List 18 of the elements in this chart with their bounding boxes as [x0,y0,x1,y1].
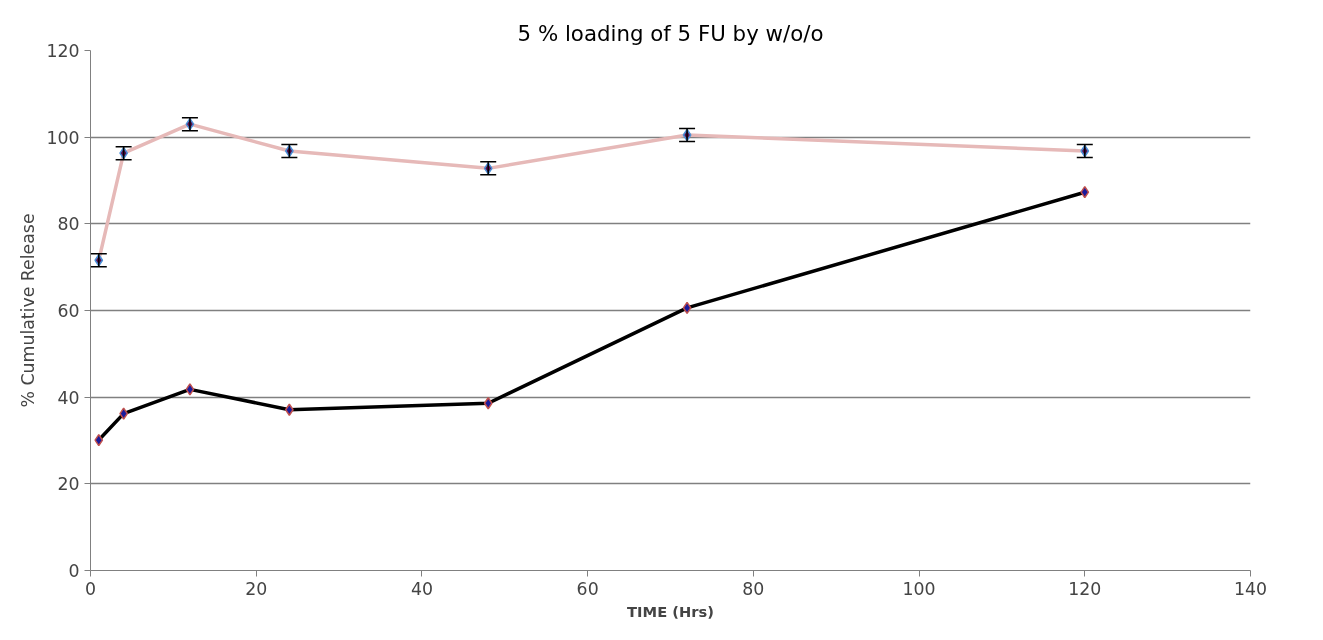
x-tick-label: 60 [576,578,599,599]
x-tick-label: 40 [410,578,433,599]
y-tick-label: 40 [57,387,80,408]
y-tick-label: 120 [46,41,80,61]
x-tick-label: 80 [742,578,765,599]
y-axis-title: % Cumulative Release [18,213,39,408]
x-tick-label: 20 [245,578,268,599]
y-tick-label: 100 [46,127,80,148]
x-tick-label: 140 [1233,578,1268,599]
x-tick-label: 100 [902,578,936,599]
x-tick-label: 0 [84,578,97,599]
y-tick-label: 20 [57,474,80,495]
y-tick-label: 60 [57,301,80,321]
chart-title: 5 % loading of 5 FU by w/o/o [517,20,824,46]
y-tick-label: 0 [68,561,80,581]
y-tick-label: 80 [57,214,80,235]
x-tick-label: 120 [1068,578,1102,599]
x-axis-title: TIME (Hrs) [627,602,714,620]
